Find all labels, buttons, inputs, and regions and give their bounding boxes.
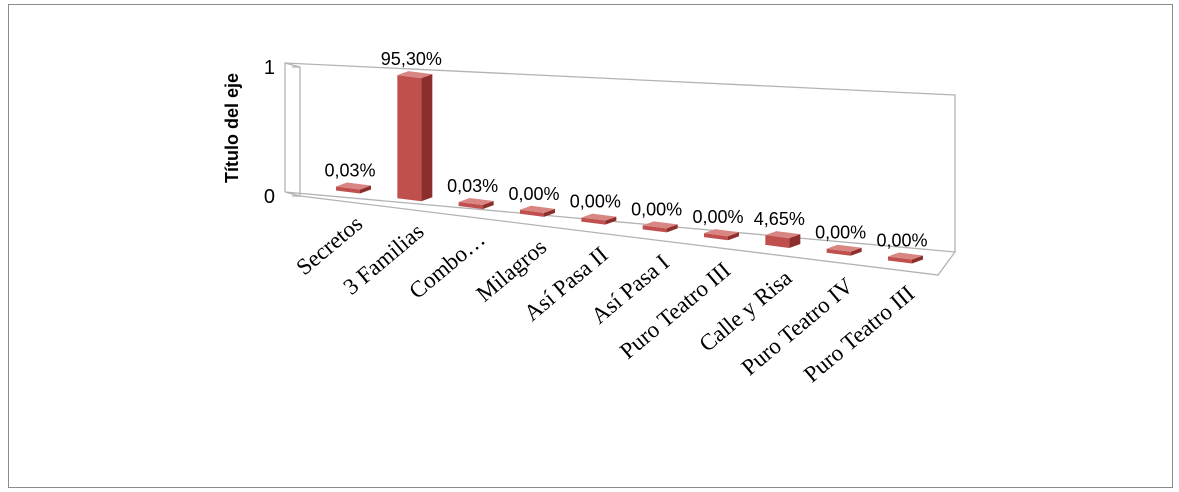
bar-side [728,232,739,241]
data-labels: 0,03% 95,30% 0,03% 0,00% 0,00% 0,00% 0,00% 4,65… [324,49,927,250]
bar-front [458,201,483,210]
bar-front [888,256,912,264]
bar-top [888,252,923,260]
bar [581,213,617,225]
bar-front [642,225,667,233]
bar-front [336,186,360,194]
bar-side [605,216,617,225]
bar [888,252,923,264]
bar-side [421,74,433,202]
bar-side [666,224,678,233]
bar-front [765,235,790,248]
bar-top [642,221,678,229]
bar-side [482,201,494,210]
bar-top [520,205,555,213]
bar-side [360,185,371,194]
bar-top [458,197,494,206]
bar [520,205,555,217]
data-label: 0,00% [631,199,682,219]
data-label: 0,00% [815,223,866,243]
bar-front [581,217,606,225]
bar-top [704,229,739,237]
bar-top [336,182,371,190]
data-label: 95,30% [381,49,442,69]
y-tick-labels: 01 [264,57,275,208]
y-tick-label: 1 [264,57,275,79]
data-label: 0,00% [876,230,927,250]
bar-side [850,247,862,256]
data-label: 0,00% [570,192,621,212]
bar-top [826,244,862,252]
bar-side [789,234,801,248]
bar-top [581,213,617,221]
bar-top [765,231,801,239]
bar-front [520,209,544,217]
chart-walls [284,62,957,276]
y-axis-title: Título del eje [222,73,242,183]
side-wall [284,62,301,197]
floor [284,191,957,276]
data-label: 0,03% [324,160,375,180]
bar-front [826,248,851,256]
bar [397,71,433,202]
bar [458,197,494,210]
data-label: 0,00% [508,184,559,204]
bar [704,229,739,241]
bar [336,182,371,194]
bar [642,221,678,233]
data-label: 4,65% [754,209,805,229]
bar [826,244,862,256]
bar-front [704,233,728,241]
y-tick-label: 0 [264,186,275,208]
back-wall [284,62,956,252]
bar-side [912,255,923,264]
bar [765,231,801,248]
bar-top [397,71,433,79]
bar-series [336,71,923,264]
data-label: 0,03% [447,176,498,196]
bar-front [397,75,422,202]
data-label: 0,00% [692,207,743,227]
chart-frame [8,4,1173,488]
bar-side [544,208,555,217]
